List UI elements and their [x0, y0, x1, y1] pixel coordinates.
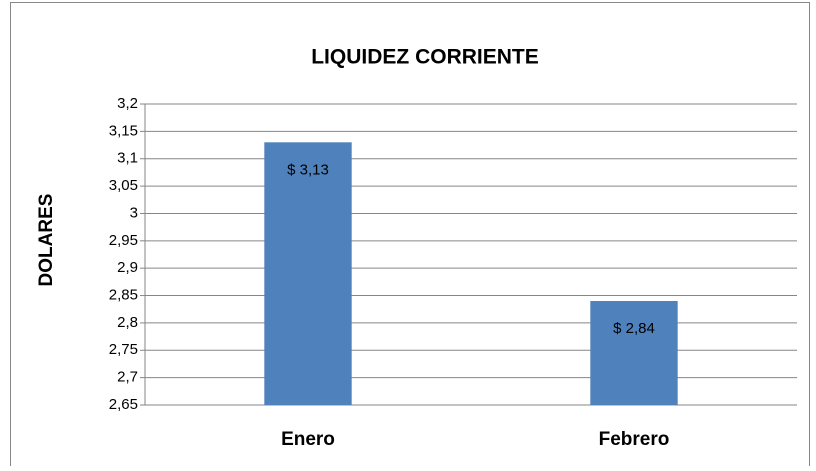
y-tick-label: 2,7 — [117, 369, 138, 386]
x-tick-label: Enero — [281, 429, 335, 450]
y-tick-label: 3,1 — [117, 150, 138, 167]
data-label: $ 2,84 — [613, 320, 655, 337]
y-tick-label: 2,85 — [109, 287, 138, 304]
y-tick-label: 3,15 — [109, 122, 138, 139]
data-label: $ 3,13 — [287, 161, 329, 178]
y-tick-label: 3 — [130, 204, 138, 221]
y-tick-label: 2,9 — [117, 259, 138, 276]
bar — [590, 301, 678, 405]
y-tick-label: 3,05 — [109, 177, 138, 194]
y-tick-label: 2,8 — [117, 314, 138, 331]
chart-title: LIQUIDEZ CORRIENTE — [311, 46, 539, 69]
y-tick-label: 2,95 — [109, 232, 138, 249]
y-tick-label: 3,2 — [117, 95, 138, 112]
y-tick-label: 2,65 — [109, 396, 138, 413]
bar — [264, 142, 352, 406]
x-tick-label: Febrero — [599, 429, 670, 450]
y-axis-label: DOLARES — [36, 194, 57, 287]
y-tick-label: 2,75 — [109, 341, 138, 358]
